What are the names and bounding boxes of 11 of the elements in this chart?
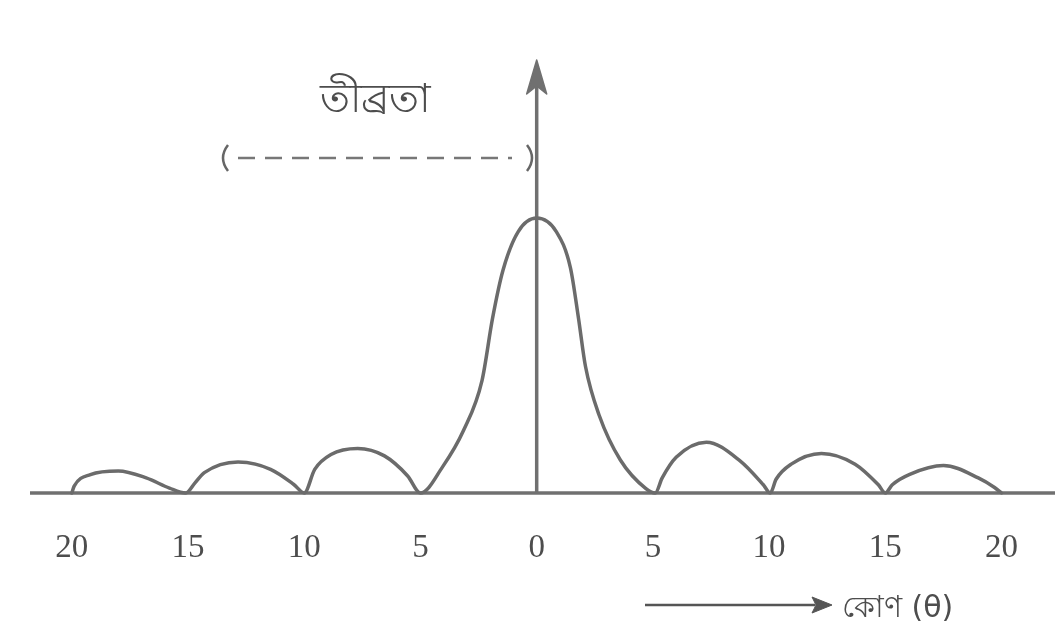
x-tick-label: 15	[171, 528, 205, 564]
x-tick-label: 10	[752, 528, 786, 564]
x-tick-label: 20	[55, 528, 89, 564]
x-tick-label: 15	[868, 528, 902, 564]
x-axis-title: কোণ (θ)	[842, 589, 954, 624]
x-tick-label: 5	[644, 528, 662, 564]
x-tick-label: 5	[412, 528, 429, 564]
x-tick-label: 20	[985, 528, 1019, 564]
x-tick-label: 0	[528, 528, 545, 564]
x-tick-label: 10	[287, 528, 321, 564]
y-axis-title: তীব্রতা	[319, 75, 431, 121]
